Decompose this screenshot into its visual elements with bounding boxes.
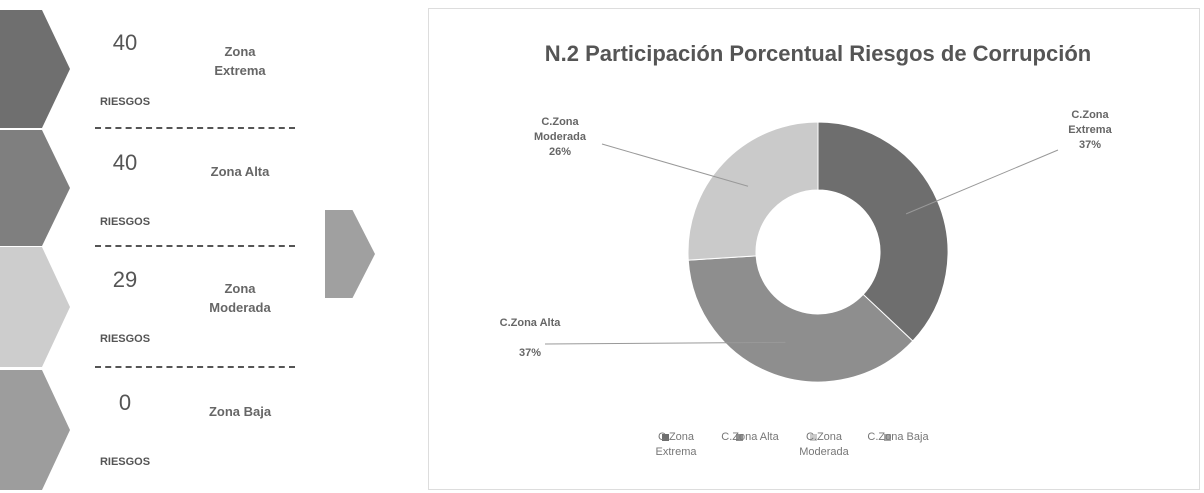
separator (95, 245, 295, 247)
chart-frame (428, 8, 1200, 490)
risk-unit: RIESGOS (99, 333, 151, 345)
risk-count: 40 (112, 150, 138, 175)
leader-line (905, 149, 1059, 215)
risk-count: 40 (112, 30, 138, 55)
data-label-value: 26% (548, 146, 572, 158)
data-label-value: 37% (1078, 139, 1102, 151)
legend-label: C.Zona Moderada (799, 431, 849, 458)
zone-label: Zona Baja (208, 404, 272, 419)
data-label-category: C.Zona Extrema (1068, 109, 1112, 136)
separator (95, 366, 295, 368)
data-label-category: C.Zona Alta (499, 317, 561, 329)
donut-segment (687, 121, 819, 261)
legend-label: C.Zona Baja (867, 431, 929, 443)
risk-unit: RIESGOS (99, 216, 151, 228)
summary-panel: 40 RIESGOS Zona Extrema 40 RIESGOS Zona Alta 2… (0, 0, 320, 493)
data-label-value: 37% (518, 347, 542, 359)
risk-count: 29 (112, 267, 138, 292)
leader-line (601, 143, 749, 187)
zone-label: Zona Moderada (209, 281, 271, 315)
legend-swatch (810, 434, 817, 441)
risk-unit: RIESGOS (99, 96, 151, 108)
legend-label: C.Zona Alta (721, 431, 779, 443)
legend-label: C.Zona Extrema (655, 431, 697, 458)
leader-line (544, 341, 786, 345)
separator (95, 127, 295, 129)
zone-label: Zona Alta (210, 164, 270, 179)
legend-swatch (884, 434, 891, 441)
legend-swatch (662, 434, 669, 441)
chart-title: N.2 Participación Porcentual Riesgos de … (545, 41, 1091, 66)
donut-segment (687, 255, 914, 383)
risk-count: 0 (118, 390, 132, 415)
legend-swatch (736, 434, 743, 441)
donut-segment (817, 121, 949, 342)
zone-label: Zona Extrema (214, 44, 266, 78)
risk-unit: RIESGOS (99, 456, 151, 468)
data-label-category: C.Zona Moderada (534, 116, 586, 143)
